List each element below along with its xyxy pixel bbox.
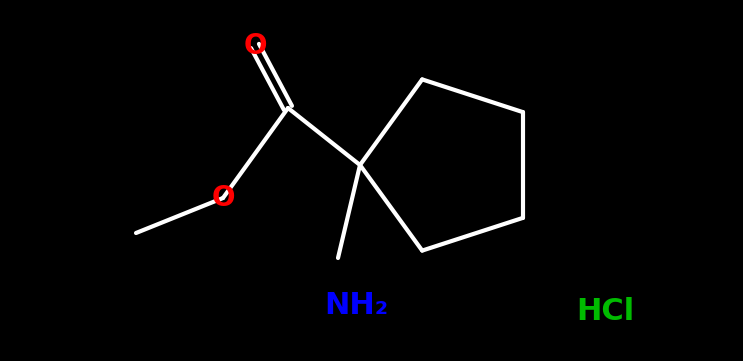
Text: HCl: HCl xyxy=(576,296,634,326)
Text: NH₂: NH₂ xyxy=(324,291,388,321)
Text: O: O xyxy=(211,184,235,212)
Text: O: O xyxy=(243,32,267,60)
